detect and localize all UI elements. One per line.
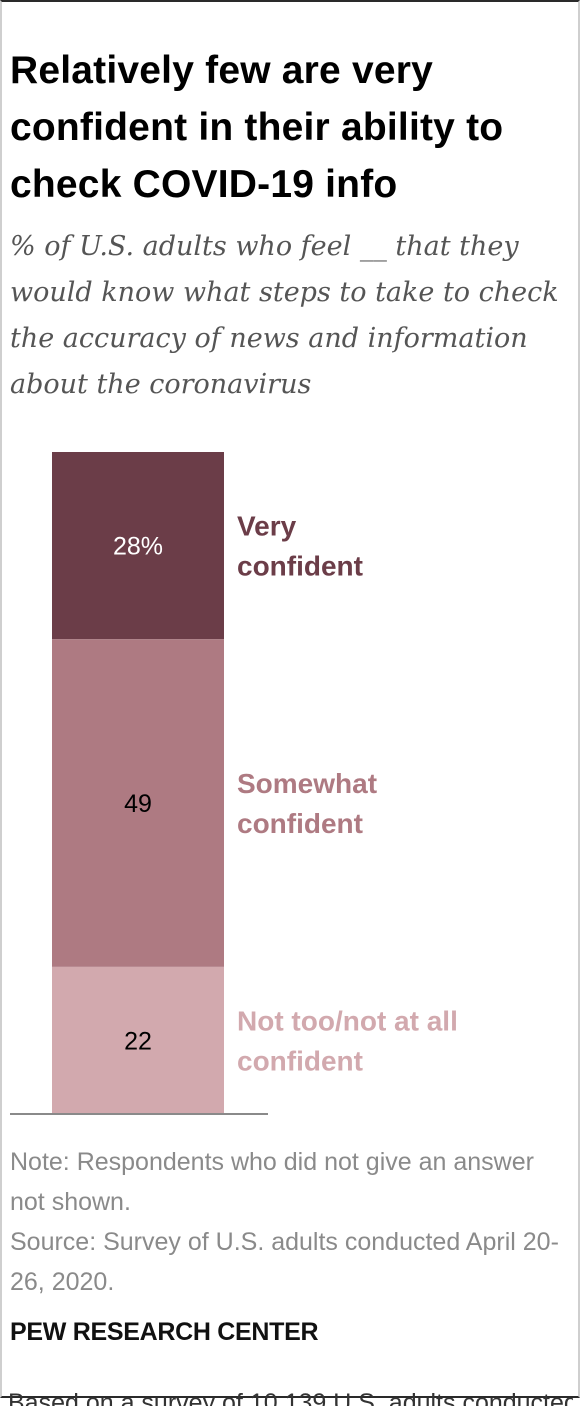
category-label-line: confident (237, 1045, 363, 1076)
cutoff-article-text: Based on a survey of 10,139 U.S. adults … (8, 1390, 573, 1406)
chart-subtitle: % of U.S. adults who feel __ that they w… (10, 231, 559, 400)
category-label-very-confident: Very confident (237, 511, 363, 582)
bar-segment-very-confident (52, 452, 224, 640)
brand-logo-text: PEW RESEARCH CENTER (10, 1318, 319, 1346)
category-label-line: confident (237, 551, 363, 582)
chart-note: Note: Respondents who did not give an an… (10, 1148, 534, 1216)
category-label-line: Somewhat (237, 768, 377, 799)
chart-title: Relatively few are very confident in the… (10, 49, 504, 206)
category-label-line: Very (237, 511, 297, 542)
bar-segment-not-too-not-at-all-confident (52, 966, 224, 1114)
chart-source: Source: Survey of U.S. adults conducted … (10, 1228, 559, 1296)
value-label-very-confident: 28% (113, 533, 163, 561)
category-label-line: Not too/not at all (237, 1005, 458, 1036)
category-label-somewhat-confident: Somewhat confident (237, 768, 377, 839)
value-label-not-too-not-at-all-confident: 22 (124, 1027, 152, 1055)
category-label-not-too-not-at-all-confident: Not too/not at all confident (237, 1005, 458, 1076)
bar-segments (52, 452, 224, 1114)
value-labels: 28% 49 22 (113, 533, 163, 1056)
value-label-somewhat-confident: 49 (124, 790, 152, 818)
category-label-line: confident (237, 808, 363, 839)
bar-segment-somewhat-confident (52, 639, 224, 967)
